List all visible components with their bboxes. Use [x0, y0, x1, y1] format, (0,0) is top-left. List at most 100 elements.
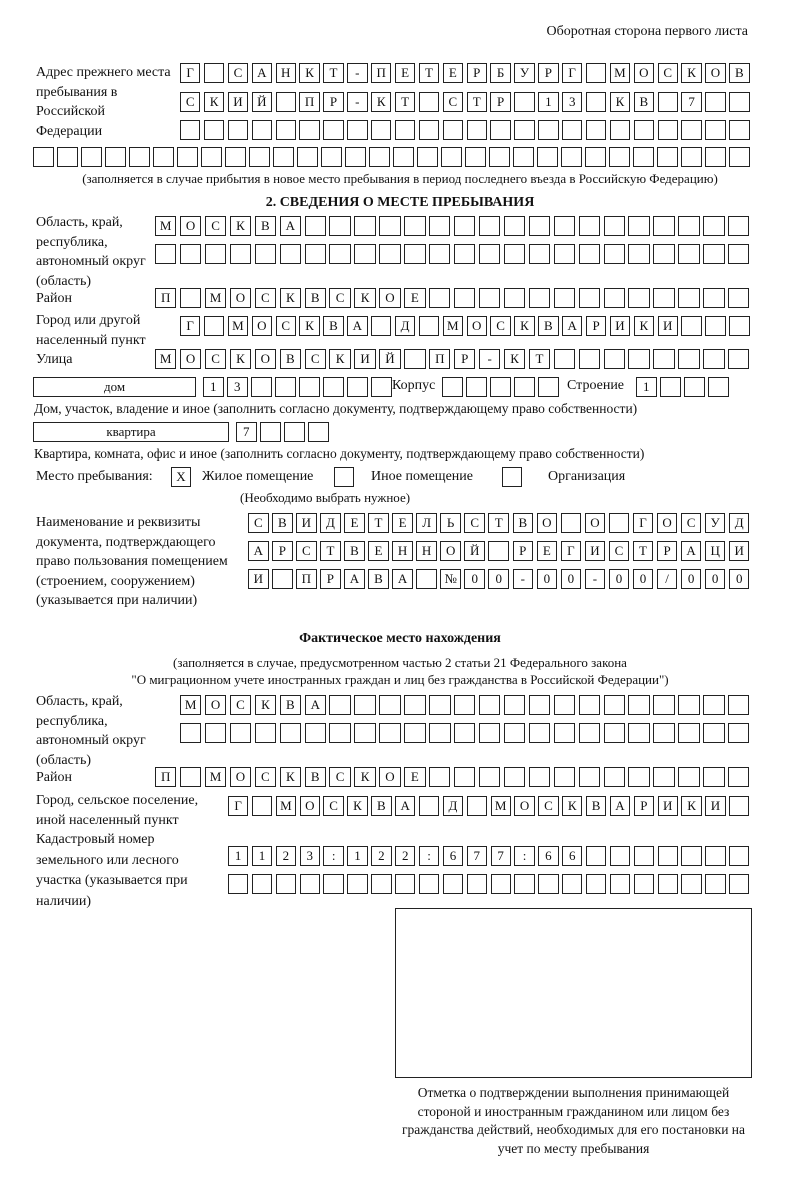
form-cell[interactable]: - — [478, 349, 501, 369]
form-cell[interactable]: И — [728, 541, 750, 561]
form-cell[interactable] — [681, 120, 702, 140]
flat-number-row[interactable]: 7 — [236, 422, 332, 444]
form-cell[interactable] — [585, 120, 607, 140]
form-cell[interactable]: С — [490, 316, 511, 336]
form-cell[interactable]: : — [514, 846, 535, 866]
form-cell[interactable] — [354, 216, 376, 236]
form-cell[interactable] — [603, 349, 625, 369]
form-cell[interactable]: Е — [394, 63, 416, 83]
form-cell[interactable] — [442, 377, 463, 397]
form-cell[interactable] — [729, 796, 750, 816]
form-cell[interactable]: О — [705, 63, 726, 83]
form-cell[interactable]: С — [275, 316, 296, 336]
form-cell[interactable]: А — [609, 796, 631, 816]
form-cell[interactable]: Р — [633, 796, 655, 816]
form-cell[interactable] — [454, 244, 476, 264]
form-cell[interactable] — [528, 695, 551, 715]
form-cell[interactable] — [633, 846, 655, 866]
form-cell[interactable] — [603, 723, 625, 743]
form-cell[interactable] — [225, 147, 246, 167]
form-cell[interactable] — [628, 244, 650, 264]
form-cell[interactable] — [371, 377, 392, 397]
form-cell[interactable]: 1 — [251, 846, 273, 866]
form-cell[interactable] — [466, 377, 487, 397]
form-cell[interactable] — [633, 120, 654, 140]
form-cell[interactable] — [418, 92, 440, 112]
form-cell[interactable]: С — [296, 541, 317, 561]
form-cell[interactable] — [528, 216, 551, 236]
form-cell[interactable] — [299, 874, 320, 894]
form-cell[interactable] — [153, 147, 174, 167]
form-cell[interactable] — [660, 377, 681, 397]
form-cell[interactable] — [229, 723, 252, 743]
form-cell[interactable] — [729, 316, 750, 336]
form-cell[interactable]: Е — [392, 513, 413, 533]
form-cell[interactable] — [653, 723, 675, 743]
form-cell[interactable] — [708, 377, 729, 397]
form-cell[interactable] — [454, 695, 476, 715]
form-cell[interactable]: С — [248, 513, 269, 533]
form-cell[interactable] — [179, 767, 202, 787]
form-cell[interactable] — [728, 767, 750, 787]
form-cell[interactable] — [299, 377, 320, 397]
form-cell[interactable]: К — [279, 767, 301, 787]
form-cell[interactable] — [553, 288, 576, 308]
form-cell[interactable]: - — [584, 569, 606, 589]
form-cell[interactable] — [284, 422, 305, 442]
form-cell[interactable]: С — [680, 513, 702, 533]
form-cell[interactable]: Н — [392, 541, 413, 561]
form-cell[interactable] — [703, 723, 725, 743]
form-cell[interactable]: И — [657, 796, 678, 816]
form-cell[interactable] — [323, 874, 344, 894]
form-cell[interactable] — [329, 695, 351, 715]
form-cell[interactable] — [578, 723, 600, 743]
form-cell[interactable] — [653, 767, 675, 787]
form-cell[interactable] — [681, 874, 702, 894]
form-cell[interactable] — [304, 216, 326, 236]
form-cell[interactable] — [442, 120, 463, 140]
form-cell[interactable] — [489, 147, 510, 167]
form-cell[interactable]: М — [180, 695, 202, 715]
form-cell[interactable] — [204, 244, 227, 264]
form-cell[interactable]: М — [442, 316, 463, 336]
form-cell[interactable] — [609, 846, 631, 866]
form-cell[interactable] — [633, 147, 654, 167]
form-cell[interactable]: - — [347, 92, 368, 112]
form-cell[interactable] — [585, 147, 606, 167]
form-cell[interactable]: Г — [228, 796, 249, 816]
form-cell[interactable] — [603, 695, 625, 715]
form-cell[interactable] — [561, 147, 582, 167]
form-cell[interactable] — [379, 723, 401, 743]
form-cell[interactable] — [657, 846, 678, 866]
form-cell[interactable]: Т — [466, 92, 487, 112]
form-cell[interactable] — [538, 120, 559, 140]
form-cell[interactable] — [729, 147, 750, 167]
form-cell[interactable]: Р — [272, 541, 293, 561]
form-cell[interactable]: К — [503, 349, 526, 369]
form-cell[interactable] — [705, 120, 726, 140]
form-cell[interactable] — [503, 695, 526, 715]
form-cell[interactable] — [354, 695, 376, 715]
form-cell[interactable] — [418, 874, 440, 894]
form-cell[interactable]: В — [272, 513, 293, 533]
form-cell[interactable]: О — [251, 316, 272, 336]
form-cell[interactable]: К — [299, 63, 320, 83]
form-cell[interactable] — [251, 874, 273, 894]
form-cell[interactable]: С — [608, 541, 630, 561]
form-cell[interactable] — [628, 695, 650, 715]
form-cell[interactable] — [404, 723, 426, 743]
form-cell[interactable]: С — [329, 767, 351, 787]
form-cell[interactable] — [678, 349, 700, 369]
form-cell[interactable] — [528, 723, 551, 743]
form-cell[interactable]: Р — [490, 92, 511, 112]
form-cell[interactable]: А — [562, 316, 583, 336]
form-cell[interactable]: С — [657, 63, 678, 83]
form-cell[interactable]: 0 — [608, 569, 630, 589]
form-cell[interactable] — [478, 695, 501, 715]
form-cell[interactable]: К — [329, 349, 351, 369]
form-cell[interactable] — [354, 723, 376, 743]
